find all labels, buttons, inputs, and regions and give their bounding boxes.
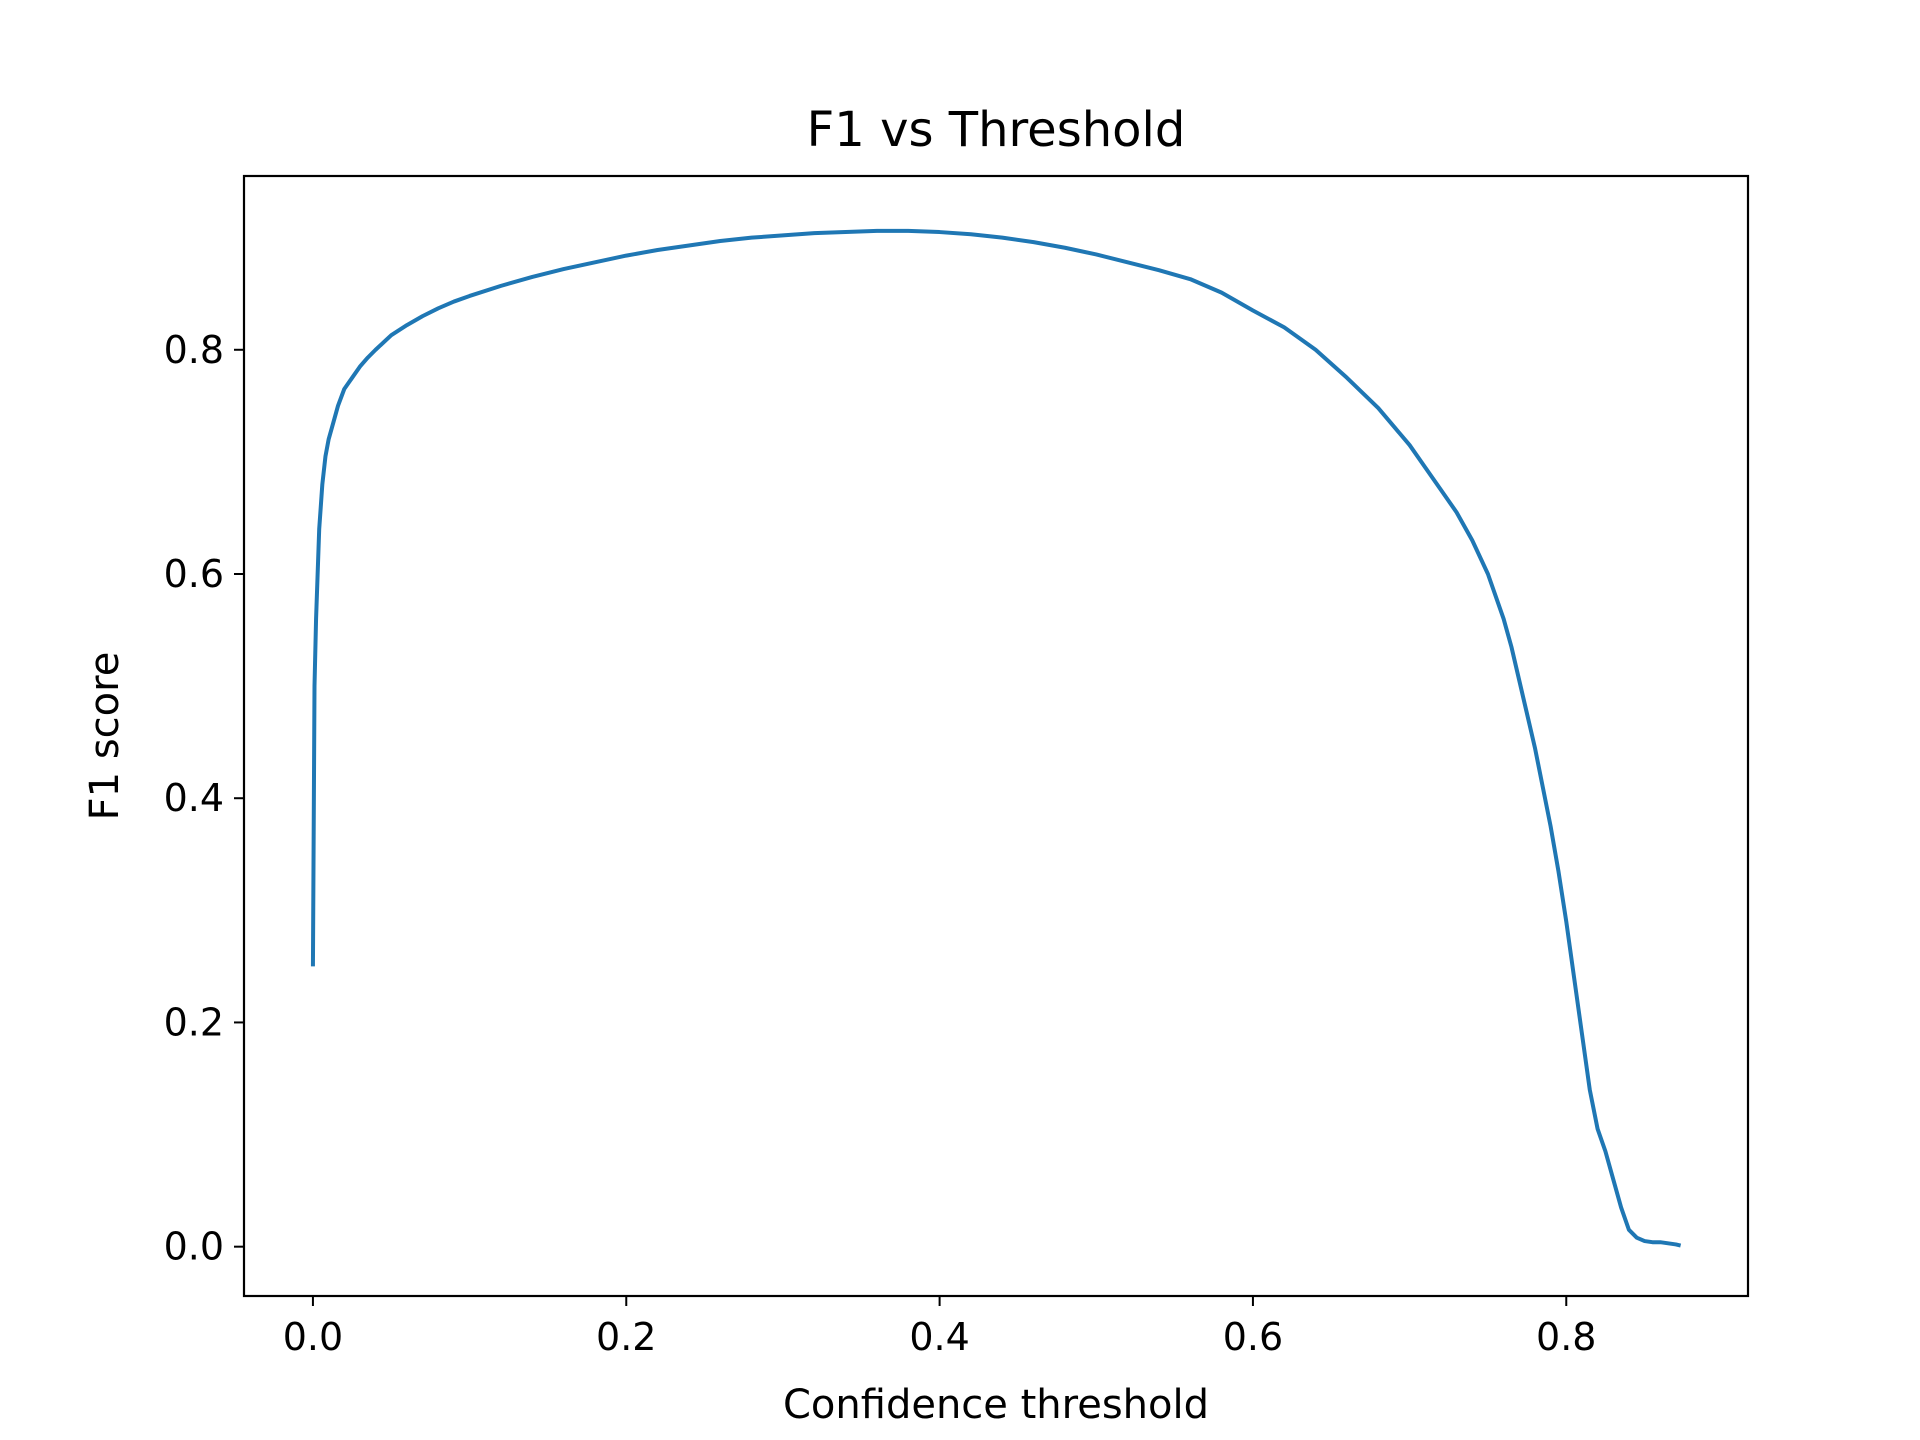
x-tick-label: 0.8	[1536, 1315, 1596, 1359]
y-tick-label: 0.2	[164, 1000, 224, 1044]
y-tick-label: 0.0	[164, 1225, 224, 1269]
y-axis: 0.0 0.2 0.4 0.6 0.8	[164, 328, 244, 1269]
y-tick-label: 0.8	[164, 328, 224, 372]
y-axis-label: F1 score	[82, 652, 128, 821]
x-tick-label: 0.4	[909, 1315, 969, 1359]
axes-frame	[242, 174, 1750, 1298]
x-tick-label: 0.0	[283, 1315, 343, 1359]
chart-title: F1 vs Threshold	[807, 102, 1186, 158]
y-tick-label: 0.4	[164, 776, 224, 820]
series-line-f1	[310, 228, 1682, 1248]
y-tick-label: 0.6	[164, 552, 224, 596]
x-axis-label: Confidence threshold	[783, 1382, 1209, 1428]
plot-area	[310, 228, 1682, 1248]
x-axis: 0.0 0.2 0.4 0.6 0.8	[283, 1296, 1596, 1359]
x-tick-label: 0.2	[596, 1315, 656, 1359]
x-tick-label: 0.6	[1223, 1315, 1283, 1359]
